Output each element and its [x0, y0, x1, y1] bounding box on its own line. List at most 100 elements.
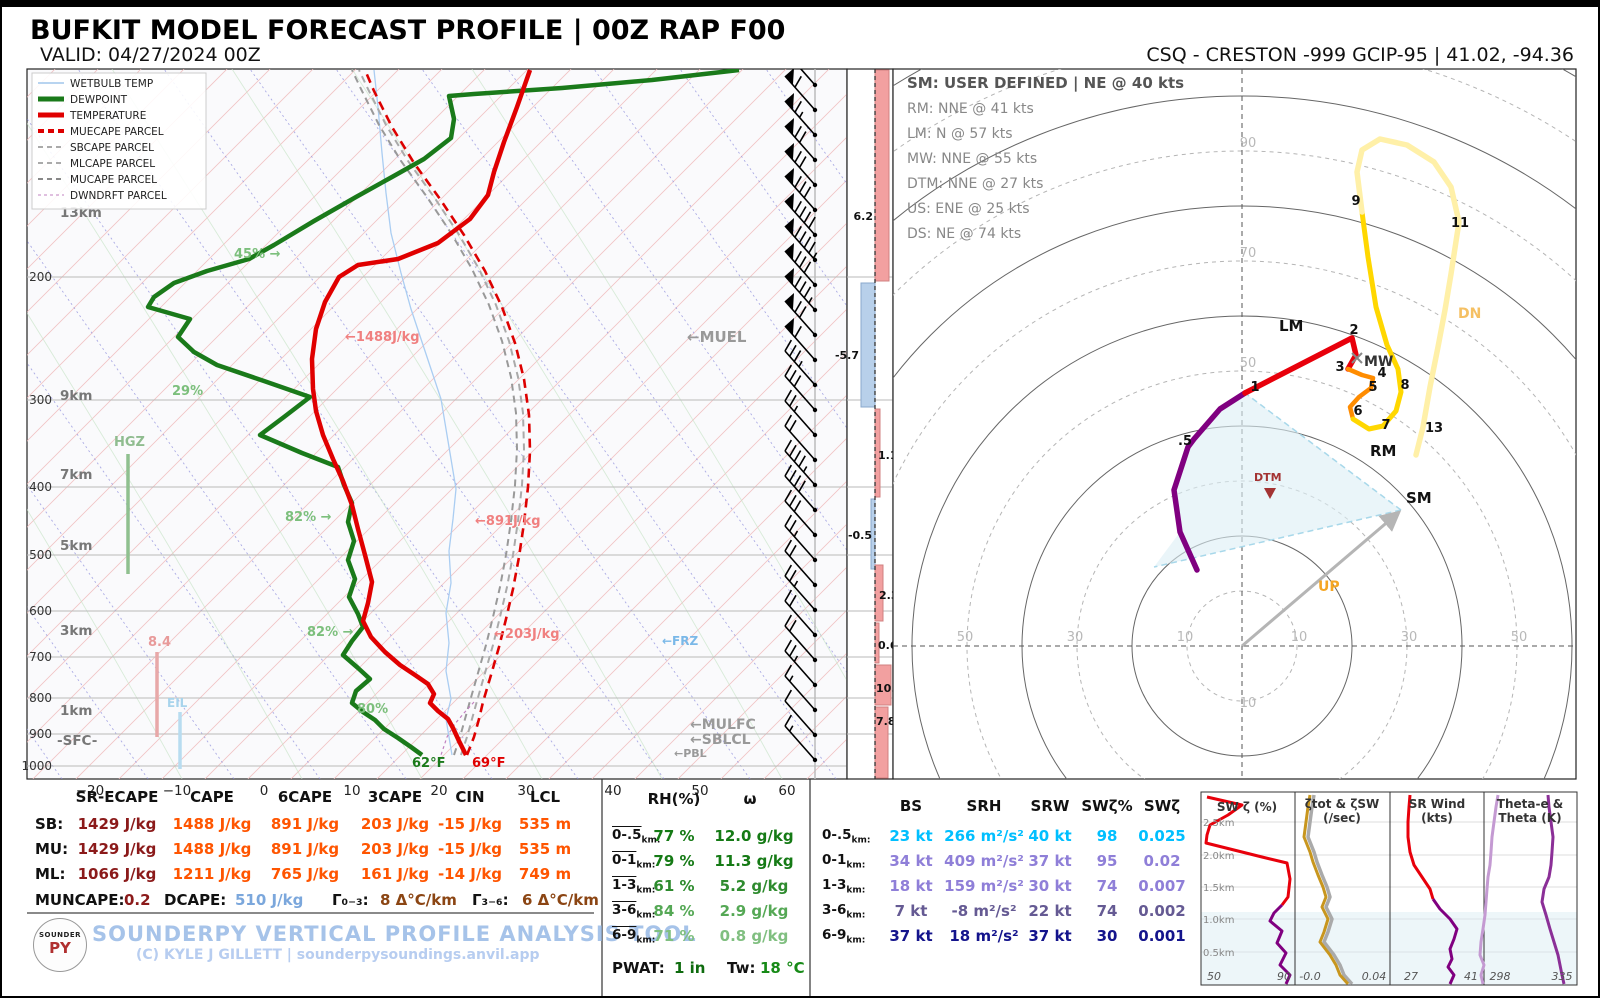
- lm-legend-entry: LM: N @ 57 kts: [907, 126, 1013, 142]
- omega-bar-positive: [874, 564, 884, 622]
- x-label: 41: [1464, 970, 1478, 983]
- mixing-ratio-value: 5.2 g/kg: [719, 877, 789, 895]
- ring-label: 90: [1240, 136, 1257, 151]
- lapse03-label: Γ₀₋₃:: [332, 891, 369, 909]
- omega-value: -5.7: [835, 349, 859, 362]
- col-header: SR-ECAPE: [75, 788, 159, 806]
- col-header: SWζ: [1143, 797, 1181, 815]
- rh-annotation: 82% →: [307, 625, 354, 640]
- height-point-label: 13: [1425, 421, 1443, 436]
- mlcape-parcel-trace: [351, 69, 519, 756]
- height-label: 3km: [60, 623, 92, 639]
- layer-label: 0-.5km:: [822, 827, 871, 846]
- wind-barbs: [784, 69, 818, 763]
- 6cape-value: 765 J/kg: [270, 865, 340, 883]
- srw-value: 37 kt: [1028, 927, 1072, 945]
- col-header: SRW: [1030, 797, 1070, 815]
- ds-legend-entry: DS: NE @ 74 kts: [907, 226, 1021, 242]
- sr-ecape-value: 1429 J/kg: [77, 815, 157, 833]
- mw-legend-entry: MW: NNE @ 55 kts: [907, 151, 1037, 167]
- omega-bars: 6.2 -5.7 1.1 -0.5 2.3 0.6 10.3 7.8: [835, 69, 903, 779]
- omega-value: 6.2: [854, 210, 874, 223]
- row-label: SB:: [35, 815, 64, 833]
- dcape-value: 510 J/kg: [235, 891, 304, 909]
- hodograph-height-labels: .5 1 2 3 4 5 6 7 8 9 11 13: [1178, 194, 1469, 449]
- swzeta-value: 0.001: [1138, 927, 1186, 945]
- height-point-label: 3: [1335, 360, 1344, 375]
- tool-title: SOUNDERPY VERTICAL PROFILE ANALYSIS TOOL: [92, 922, 697, 946]
- layer-label: 6-9km:: [612, 927, 655, 946]
- ring-label: 50: [1240, 356, 1257, 371]
- lapse36-value: 6 Δ°C/km: [522, 891, 599, 909]
- temp-tick: −20: [76, 783, 105, 799]
- rh-value: 71 %: [653, 927, 695, 945]
- pressure-gridlines: [27, 276, 847, 767]
- temp-tick: −10: [163, 783, 192, 799]
- frz-label: ←FRZ: [662, 634, 698, 648]
- swzeta-pct-value: 95: [1096, 852, 1118, 870]
- pressure-label: 400: [29, 480, 52, 494]
- panel-title: Theta-e &: [1497, 797, 1563, 811]
- dtm-legend-entry: DTM: NNE @ 27 kts: [907, 176, 1043, 192]
- rh-value: 84 %: [653, 902, 695, 920]
- pressure-label: 1000: [21, 759, 52, 773]
- mixing-ratio-value: 12.0 g/kg: [714, 827, 794, 845]
- ring-label: 30: [1067, 630, 1084, 645]
- omega-value: -0.5: [848, 529, 872, 542]
- height-point-label: 1: [1250, 380, 1259, 395]
- valid-time: VALID: 04/27/2024 00Z: [40, 44, 261, 66]
- layer-label: 1-3km:: [612, 877, 655, 896]
- sm-label: SM: [1406, 489, 1432, 507]
- rh-value: 61 %: [653, 877, 695, 895]
- hodograph-motion-labels: LM RM MW SM DTM UP DN: [1254, 306, 1481, 595]
- layer-label: 1-3km:: [822, 877, 865, 896]
- layer-range: 0-1: [612, 852, 637, 868]
- layer-label: 3-6km:: [822, 902, 865, 921]
- height-point-label: 2: [1349, 323, 1358, 338]
- mini-panels: SW ζ (%) ζtot & ζSW (/sec) SR Wind (kts)…: [1200, 791, 1578, 986]
- hodograph: [893, 69, 1576, 779]
- layer-range: 6-9: [822, 927, 847, 943]
- sm-legend-entry: SM: USER DEFINED | NE @ 40 kts: [907, 74, 1184, 93]
- ring-label: 10: [1291, 630, 1308, 645]
- rh-header: RH(%): [647, 790, 701, 808]
- pressure-label: 200: [29, 270, 52, 284]
- srh-value: 18 m²/s²: [949, 927, 1019, 945]
- rm-label: RM: [1370, 442, 1396, 460]
- temperature-axis-labels: −20 −10 0 10 20 30 40 50 60: [76, 783, 796, 799]
- hodograph-motion-legend: SM: USER DEFINED | NE @ 40 kts RM: NNE @…: [907, 74, 1184, 242]
- muncape-label: MUNCAPE:: [35, 891, 125, 909]
- rh-annotation: 45% →: [234, 247, 281, 262]
- skewt-legend: WETBULB TEMP DEWPOINT TEMPERATURE MUECAP…: [31, 72, 207, 210]
- layer-unit: km:: [846, 910, 866, 921]
- col-header: 6CAPE: [277, 788, 333, 806]
- swzeta-value: 0.002: [1138, 902, 1186, 920]
- height-point-label: 5: [1368, 380, 1377, 395]
- layer-unit: km:: [636, 860, 656, 871]
- cape-annotation: ←891J/kg: [475, 514, 541, 529]
- dcape-annotation: 8.4: [148, 635, 171, 650]
- effective-layer-shading: [1201, 912, 1577, 985]
- lm-label: LM: [1279, 317, 1304, 335]
- dtm-marker: [1264, 488, 1276, 499]
- layer-range: 6-9: [612, 927, 637, 943]
- tool-credit[interactable]: (C) KYLE J GILLETT | sounderpysoundings.…: [136, 947, 540, 963]
- rh-value: 79 %: [653, 852, 695, 870]
- layer-unit: km:: [641, 835, 661, 846]
- dewpoint-trace: [145, 69, 740, 757]
- lapse36-label: Γ₃₋₆:: [472, 891, 509, 909]
- panel-title: (kts): [1421, 811, 1453, 825]
- legend-entry: DEWPOINT: [70, 94, 128, 106]
- mini-panel-curves: [1204, 794, 1566, 986]
- mixing-ratio-value: 0.8 g/kg: [719, 927, 789, 945]
- cape-value: 1211 J/kg: [172, 865, 252, 883]
- legend-entry: MLCAPE PARCEL: [70, 158, 155, 170]
- layer-range: 3-6: [822, 902, 847, 918]
- layer-label: 0-1km:: [822, 852, 865, 871]
- height-label: 7km: [60, 467, 92, 483]
- swzeta-pct-value: 74: [1096, 902, 1118, 920]
- cin-value: -15 J/kg: [437, 840, 503, 858]
- rh-annotation: 82% →: [285, 510, 332, 525]
- temp-tick: 40: [604, 783, 621, 799]
